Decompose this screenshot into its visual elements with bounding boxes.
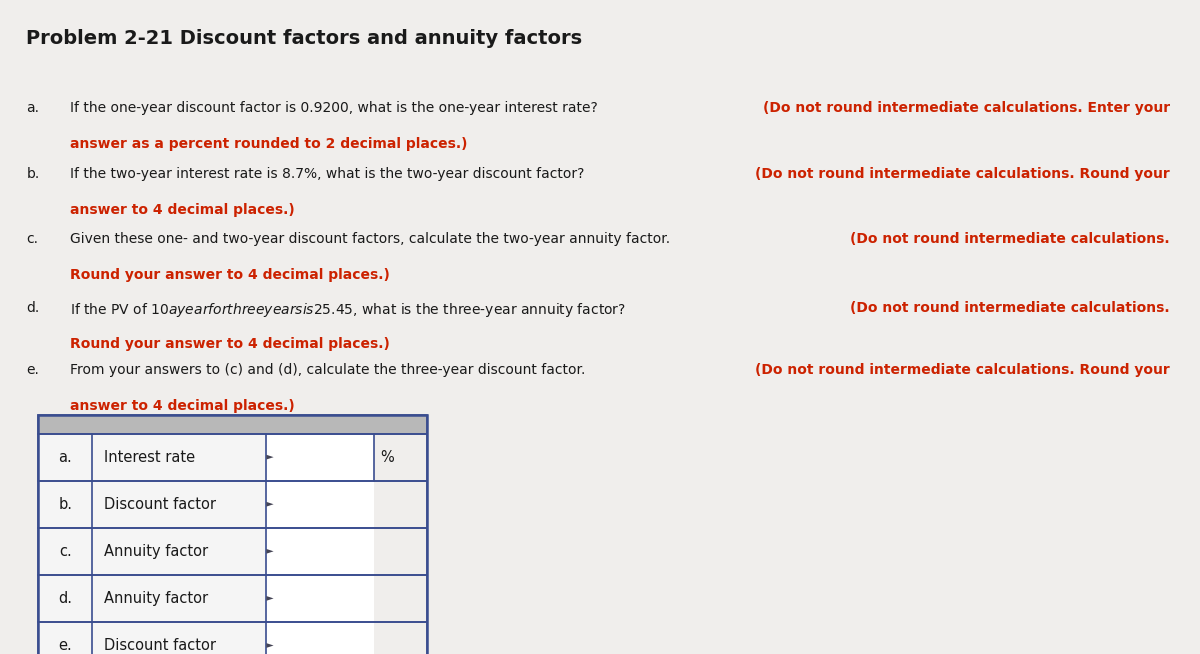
Text: a.: a. (59, 450, 72, 464)
Text: Discount factor: Discount factor (104, 497, 216, 511)
Text: d.: d. (59, 591, 72, 606)
Text: (Do not round intermediate calculations.: (Do not round intermediate calculations. (851, 301, 1170, 315)
Text: (Do not round intermediate calculations. Round your: (Do not round intermediate calculations.… (755, 167, 1170, 181)
Bar (92, 481, 266, 528)
Bar (92, 434, 266, 481)
Bar (266, 434, 374, 481)
Bar (92, 622, 266, 654)
Text: (Do not round intermediate calculations. Enter your: (Do not round intermediate calculations.… (763, 101, 1170, 115)
Text: Round your answer to 4 decimal places.): Round your answer to 4 decimal places.) (70, 337, 390, 351)
Text: Round your answer to 4 decimal places.): Round your answer to 4 decimal places.) (70, 268, 390, 282)
Text: e.: e. (26, 363, 40, 377)
Text: c.: c. (26, 232, 38, 246)
Bar (92, 575, 266, 622)
Bar (266, 528, 374, 575)
Text: From your answers to (c) and (d), calculate the three-year discount factor.: From your answers to (c) and (d), calcul… (70, 363, 589, 377)
Bar (38, 481, 427, 528)
Bar (38, 528, 427, 575)
Text: answer to 4 decimal places.): answer to 4 decimal places.) (70, 399, 294, 413)
Bar (38, 481, 92, 528)
Bar (266, 622, 374, 654)
Bar (38, 622, 92, 654)
Text: e.: e. (59, 638, 72, 653)
Text: If the two-year interest rate is 8.7%, what is the two-year discount factor?: If the two-year interest rate is 8.7%, w… (70, 167, 588, 181)
Text: answer to 4 decimal places.): answer to 4 decimal places.) (70, 203, 294, 216)
Text: b.: b. (59, 497, 72, 511)
Text: answer as a percent rounded to 2 decimal places.): answer as a percent rounded to 2 decimal… (70, 137, 467, 151)
Bar (38, 434, 92, 481)
Text: Interest rate: Interest rate (104, 450, 196, 464)
Bar (38, 575, 92, 622)
Text: c.: c. (59, 544, 72, 559)
Bar (38, 415, 427, 654)
Bar (92, 528, 266, 575)
Text: Annuity factor: Annuity factor (104, 591, 209, 606)
Text: b.: b. (26, 167, 40, 181)
Text: %: % (380, 450, 395, 464)
Polygon shape (266, 643, 274, 648)
Text: (Do not round intermediate calculations. Round your: (Do not round intermediate calculations.… (755, 363, 1170, 377)
Bar (38, 434, 427, 481)
Text: Discount factor: Discount factor (104, 638, 216, 653)
Text: Annuity factor: Annuity factor (104, 544, 209, 559)
Polygon shape (266, 596, 274, 601)
Bar (38, 415, 427, 434)
Text: a.: a. (26, 101, 40, 115)
Bar (38, 575, 427, 622)
Text: If the PV of $10 a year for three years is $25.45, what is the three-year annuit: If the PV of $10 a year for three years … (70, 301, 626, 319)
Text: Problem 2-21 Discount factors and annuity factors: Problem 2-21 Discount factors and annuit… (26, 29, 582, 48)
Bar (266, 481, 374, 528)
Polygon shape (266, 455, 274, 460)
Bar (266, 575, 374, 622)
Text: Given these one- and two-year discount factors, calculate the two-year annuity f: Given these one- and two-year discount f… (70, 232, 674, 246)
Text: If the one-year discount factor is 0.9200, what is the one-year interest rate?: If the one-year discount factor is 0.920… (70, 101, 601, 115)
Bar (38, 622, 427, 654)
Polygon shape (266, 549, 274, 554)
Polygon shape (266, 502, 274, 507)
Bar (38, 528, 92, 575)
Text: (Do not round intermediate calculations.: (Do not round intermediate calculations. (851, 232, 1170, 246)
Text: d.: d. (26, 301, 40, 315)
